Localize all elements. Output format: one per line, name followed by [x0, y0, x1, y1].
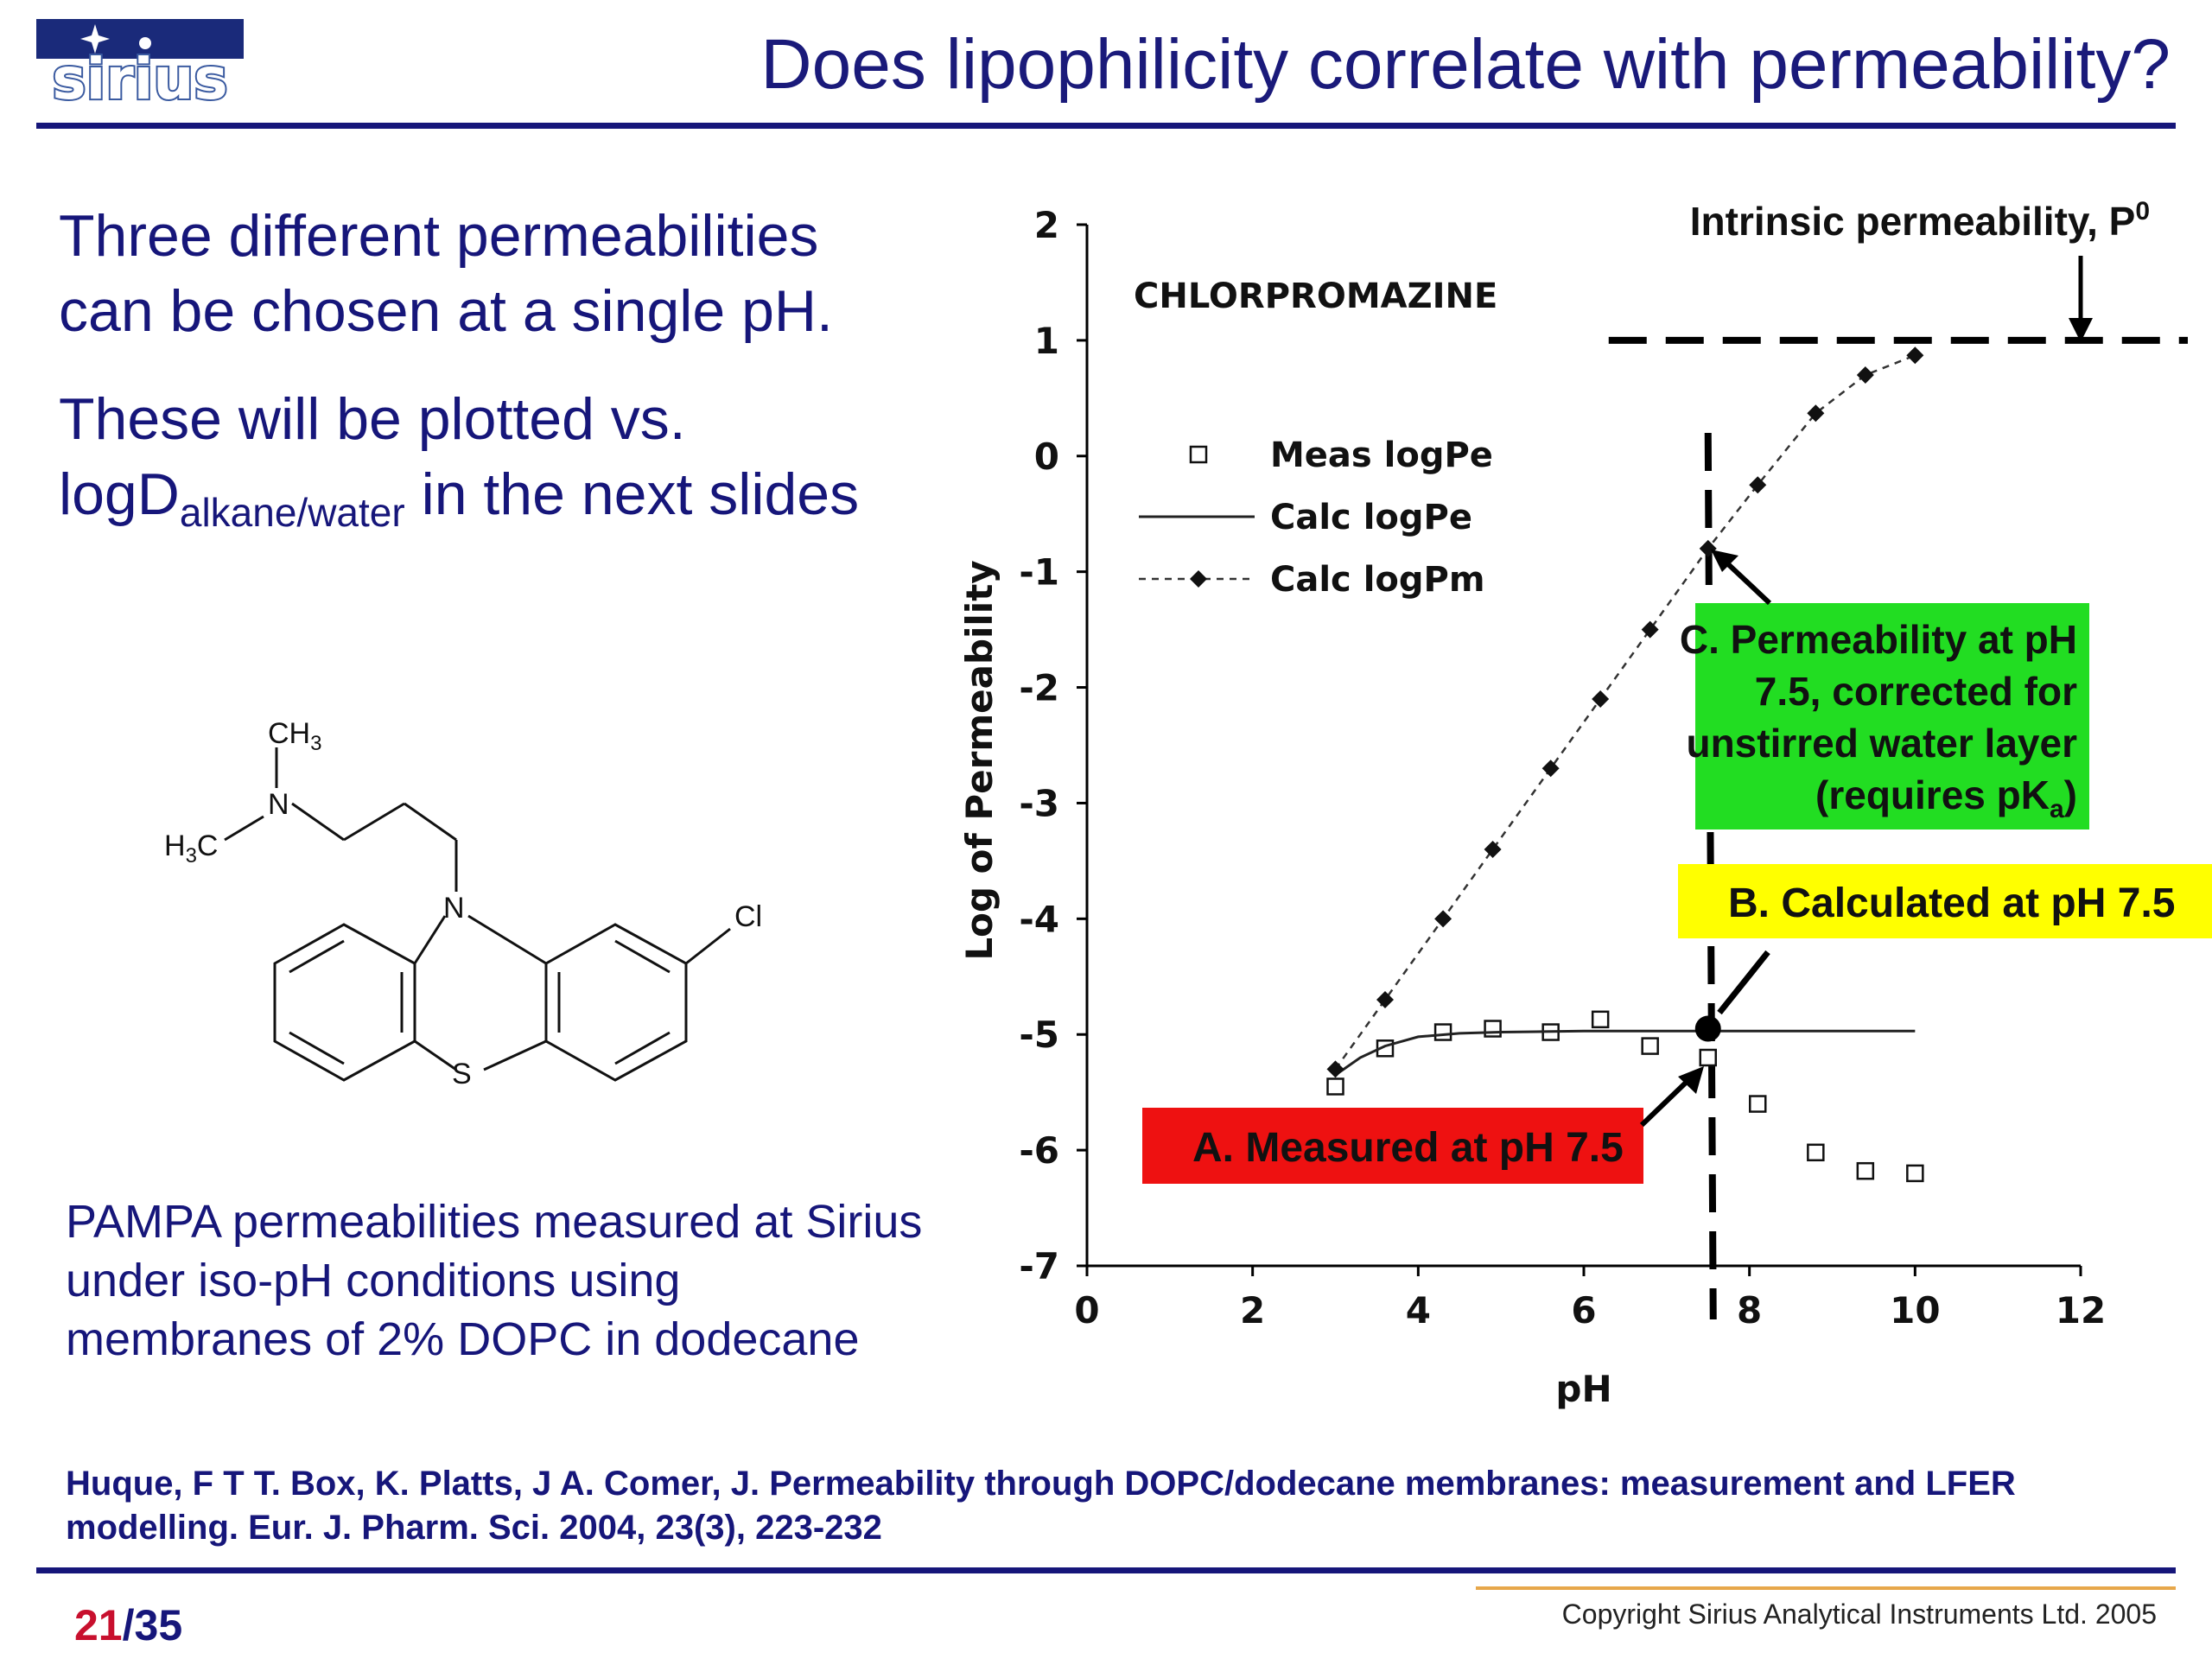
meas-logpe-point — [1433, 1023, 1452, 1041]
intro-text-2: These will be plotted vs. logDalkane/wat… — [59, 382, 957, 538]
annotation-box-c — [1695, 603, 2089, 830]
intro-text-1: Three different permeabilities can be ch… — [59, 203, 833, 345]
calc-logpm-point — [1376, 991, 1394, 1009]
page-number: 21/35 — [74, 1600, 182, 1650]
structure-ch3: CH3 — [268, 717, 321, 755]
structure-n-amine: N — [268, 788, 289, 821]
box-c-line-4: (requires pKa) — [1815, 772, 2077, 823]
meas-logpe-point — [1591, 1010, 1610, 1029]
series-calc-logpe — [1334, 1029, 1916, 1077]
legend-label: Meas logPe — [1270, 435, 1493, 475]
page-total: /35 — [122, 1601, 183, 1649]
meas-logpe-point — [1807, 1143, 1825, 1162]
structure-s: S — [452, 1058, 472, 1090]
calc-logpe-line — [1334, 1029, 1916, 1077]
structure-h3c: H3C — [164, 830, 218, 868]
intro-2-suffix: in the next slides — [404, 461, 860, 528]
method-note: PAMPA permeabilities measured at Sirius … — [66, 1196, 923, 1366]
y-tick-label: 0 — [1034, 435, 1059, 478]
calculated-point-highlight — [1694, 1015, 1721, 1042]
calc-logpm-point — [1484, 841, 1502, 858]
sirius-logo: sirius — [36, 19, 244, 107]
legend-calc-logpm-marker — [1190, 570, 1207, 588]
footer-accent-line — [1476, 1586, 2176, 1590]
y-tick-label: -6 — [1019, 1129, 1059, 1172]
ph-7-5-reference-line — [1704, 432, 1717, 1320]
x-tick-label: 10 — [1890, 1289, 1940, 1332]
annotation-box-a — [1142, 1108, 1643, 1184]
meas-logpe-point — [1326, 1077, 1344, 1096]
x-tick-label: 2 — [1240, 1289, 1265, 1332]
meas-logpe-point — [1856, 1161, 1875, 1180]
meas-logpe-point — [1484, 1020, 1502, 1038]
calc-logpm-point — [1541, 760, 1560, 778]
calc-logpm-point — [1906, 346, 1924, 365]
y-tick-label: 1 — [1034, 320, 1059, 362]
calc-logpm-point — [1749, 476, 1767, 494]
box-c-line-3: unstirred water layer — [1686, 721, 2077, 766]
calc-logpm-point — [1434, 910, 1452, 928]
slide-title: Does lipophilicity correlate with permea… — [760, 25, 2171, 104]
y-axis-label: Log of Permeability — [958, 560, 1001, 960]
legend-meas-logpe-marker — [1189, 445, 1208, 464]
structure-n-ring: N — [443, 892, 465, 925]
x-tick-label: 6 — [1571, 1289, 1596, 1332]
y-tick-label: -7 — [1019, 1245, 1059, 1287]
box-c-arrowhead — [1711, 550, 1738, 572]
series-layer — [1326, 346, 1924, 1183]
y-tick-label: 2 — [1034, 204, 1059, 246]
y-tick-label: -5 — [1019, 1014, 1059, 1056]
footer-divider — [36, 1567, 2176, 1573]
calc-logpm-point — [1699, 539, 1717, 557]
annotation-box-b — [1678, 864, 2212, 938]
intro-2-subscript: alkane/water — [179, 490, 405, 536]
calc-logpm-point — [1641, 620, 1659, 639]
meas-logpe-point — [1641, 1037, 1659, 1055]
calc-logpm-point — [1326, 1060, 1344, 1078]
page-current: 21 — [74, 1601, 123, 1649]
meas-logpe-point — [1749, 1095, 1767, 1113]
legend-label: Calc logPm — [1270, 560, 1485, 600]
intrinsic-label: Intrinsic permeability, P0 — [1690, 197, 2150, 244]
reference-lines — [1608, 336, 2188, 1320]
chart-legend: Meas logPe Calc logPe Calc logPm — [1139, 435, 1493, 600]
intro-2-prefix: These will be plotted vs. logD — [59, 386, 686, 528]
y-tick-label: -3 — [1019, 782, 1059, 824]
box-a-arrow — [1639, 1079, 1689, 1128]
star-icon — [80, 24, 151, 54]
reference-citation: Huque, F T T. Box, K. Platts, J A. Comer… — [66, 1465, 2016, 1548]
box-c-arrow — [1725, 561, 1772, 606]
box-c-line-2: 7.5, corrected for — [1755, 669, 2077, 714]
x-axis-label: pH — [1555, 1368, 1611, 1410]
x-tick-label: 8 — [1737, 1289, 1762, 1332]
calc-logpm-line — [1334, 354, 1916, 1071]
series-calc-logpm — [1326, 346, 1924, 1078]
compound-label: CHLORPROMAZINE — [1134, 276, 1497, 316]
legend-label: Calc logPe — [1270, 498, 1472, 537]
structure-cl: Cl — [734, 900, 762, 933]
calc-logpm-point — [1856, 366, 1874, 385]
y-tick-label: -1 — [1019, 551, 1059, 594]
box-a-arrowhead — [1678, 1066, 1704, 1094]
logo-wordmark: sirius — [52, 46, 227, 107]
chlorpromazine-structure: CH3 N H3C N S Cl — [164, 717, 762, 1090]
header-divider — [36, 123, 2176, 129]
x-tick-label: 12 — [2056, 1289, 2106, 1332]
x-tick-label: 0 — [1074, 1289, 1099, 1332]
copyright-notice: Copyright Sirius Analytical Instruments … — [1561, 1599, 2157, 1630]
x-tick-label: 4 — [1406, 1289, 1431, 1332]
y-tick-label: -4 — [1019, 898, 1059, 940]
meas-logpe-point — [1699, 1048, 1717, 1067]
box-c-line-1: C. Permeability at pH — [1680, 617, 2077, 662]
intrinsic-arrowhead — [2069, 318, 2093, 342]
y-tick-label: -2 — [1019, 667, 1059, 709]
calc-logpm-point — [1592, 690, 1610, 708]
meas-logpe-point — [1906, 1164, 1924, 1183]
box-b-label: B. Calculated at pH 7.5 — [1728, 880, 2175, 926]
box-b-pointer — [1717, 950, 1770, 1015]
box-a-label: A. Measured at pH 7.5 — [1192, 1125, 1624, 1171]
